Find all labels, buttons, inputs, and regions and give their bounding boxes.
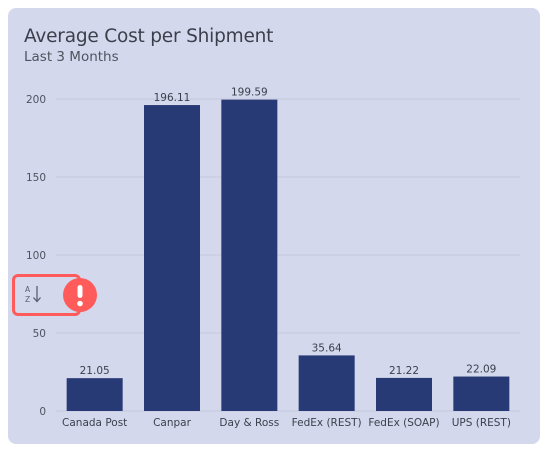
bar	[221, 99, 278, 412]
bar-chart: 0 50 100 150 200 21.05 Canada Post 196.11 Canpar…	[26, 87, 520, 429]
y-tick-label: 200	[26, 94, 46, 106]
bar	[144, 105, 200, 412]
bar	[376, 377, 432, 411]
x-tick-label: UPS (REST)	[452, 417, 511, 429]
bar	[66, 378, 123, 411]
y-tick-label: 0	[39, 406, 46, 418]
x-tick-label: Canada Post	[62, 417, 127, 429]
bar-value-label: 196.11	[154, 92, 191, 104]
svg-text:Z: Z	[25, 295, 30, 304]
bar	[298, 355, 355, 411]
svg-text:A: A	[25, 285, 31, 294]
alert-badge[interactable]	[63, 278, 97, 312]
bar-value-label: 22.09	[466, 364, 496, 376]
bar-value-label: 35.64	[312, 342, 342, 354]
y-tick-label: 150	[26, 172, 46, 184]
bar-value-label: 21.22	[389, 365, 419, 377]
chart-subtitle: Last 3 Months	[24, 49, 119, 65]
exclamation-icon	[77, 285, 83, 307]
x-tick-label: FedEx (REST)	[292, 417, 362, 429]
y-tick-label: 100	[26, 250, 46, 262]
y-tick-label: 50	[33, 328, 46, 340]
bar	[453, 376, 510, 411]
chart-card: Average Cost per Shipment Last 3 Months …	[8, 8, 540, 444]
x-tick-label: FedEx (SOAP)	[368, 417, 439, 429]
x-tick-label: Day & Ross	[219, 417, 279, 429]
sort-a-z-icon[interactable]: A Z	[24, 283, 44, 305]
chart-title: Average Cost per Shipment	[24, 26, 274, 47]
bar-value-label: 21.05	[80, 365, 110, 377]
bar-value-label: 199.59	[231, 87, 268, 99]
x-tick-label: Canpar	[153, 417, 192, 429]
